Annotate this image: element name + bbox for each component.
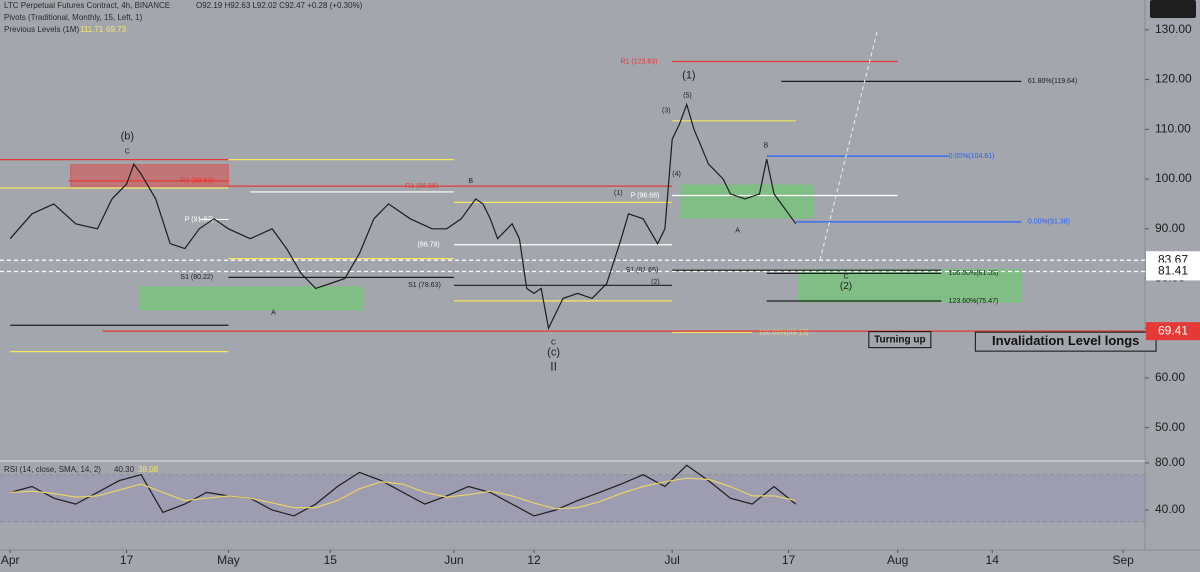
wave-label: (c) [547,346,560,358]
y-tick-label: 130.00 [1155,22,1192,36]
price-label-box [1146,322,1200,341]
wave-label: (5) [683,92,692,99]
header-title: LTC Perpetual Futures Contract, 4h, BINA… [4,1,170,10]
marks: 50.0060.0070.0080.0090.00100.00110.00120… [0,22,1200,567]
x-tick-label: 14 [986,553,1000,567]
price-line [10,477,796,510]
wave-label: C [125,149,130,156]
level-label: 61.80%(119.64) [1028,78,1077,85]
wave-label: (2) [840,281,852,292]
level-label: 100.00%(69.15) [759,329,809,336]
y-tick-label: 80.00 [1155,455,1185,469]
rsi-reading: 40.30 [114,465,135,474]
zone [798,269,1022,303]
x-tick-label: May [217,553,240,567]
wave-label: Invalidation Level longs [992,333,1139,348]
header-previous-value: 69.73 [106,25,127,34]
level-label: S1 (80.22) [180,274,213,281]
x-tick-label: 12 [527,553,541,567]
wave-label: (b) [121,131,134,143]
price-line [10,464,797,517]
header-ohlc: O92.19 H92.63 L92.02 C92.47 +0.28 (+0.30… [196,1,363,10]
rsi-title: RSI (14, close, SMA, 14, 2) [4,465,101,474]
projection-line [819,31,878,261]
level-label: R1 (98.58) [405,183,438,190]
x-tick-label: 17 [782,553,796,567]
wave-label: II [550,360,557,374]
level-label: S1 (81.65) [626,267,659,274]
wave-label: Turning up [874,334,925,345]
wave-label: (2) [651,279,660,286]
x-tick-label: 17 [120,553,134,567]
label-box [974,331,1157,352]
level-label: 0.00%(91.38) [1028,219,1070,226]
price-label: 81.41 [1158,264,1188,278]
wave-label: B [468,178,473,185]
x-tick-label: 15 [324,553,338,567]
rsi-reading: 38.08 [138,465,159,474]
wave-label: B [764,143,769,150]
header-pivots: Pivots (Traditional, Monthly, 15, Left, … [4,13,143,22]
level-label: R1 (99.63) [180,178,213,185]
x-tick-label: Jun [444,553,463,567]
wave-label: (3) [662,108,671,115]
level-label: (86.79) [418,242,440,249]
wave-label: A [735,228,740,235]
y-tick-label: 100.00 [1155,171,1192,185]
label-box [868,331,932,349]
wave-label: (1) [682,69,695,81]
level-label: 0.00%(104.61) [949,153,995,160]
wave-label: (1) [614,190,623,197]
zone [680,184,814,219]
wave-label: C [843,273,848,280]
wave-label: C [551,339,556,346]
header-previous: Previous Levels (1M) [4,25,79,34]
rsi-band [0,474,1145,522]
level-label: P (91.87) [185,216,214,223]
y-tick-label: 90.00 [1155,221,1185,235]
y-tick-label: 40.00 [1155,502,1185,516]
wave-label: (4) [672,171,681,178]
price-label-box [1146,262,1200,281]
price-label: 69.41 [1158,323,1188,337]
x-tick-label: Jul [664,553,679,567]
level-label: P (96.68) [631,192,660,199]
x-tick-label: Sep [1112,553,1134,567]
toolbar-box [1150,0,1196,18]
y-tick-label: 50.00 [1155,420,1185,434]
price-axis-bg [1145,0,1200,572]
y-tick-label: 120.00 [1155,72,1192,86]
x-tick-label: Apr [1,553,20,567]
level-label: R1 (123.63) [621,58,658,65]
level-label: S1 (78.63) [408,282,441,289]
level-label: 100.00%(81.03) [949,270,999,277]
x-tick-label: Aug [887,553,908,567]
header-previous-value: 111.71 [80,25,104,34]
zone [139,286,363,311]
wave-label: A [271,310,276,317]
level-label: 123.60%(75.47) [949,298,999,305]
y-tick-label: 110.00 [1155,121,1191,135]
price-line [9,102,797,331]
y-tick-label: 60.00 [1155,370,1185,384]
